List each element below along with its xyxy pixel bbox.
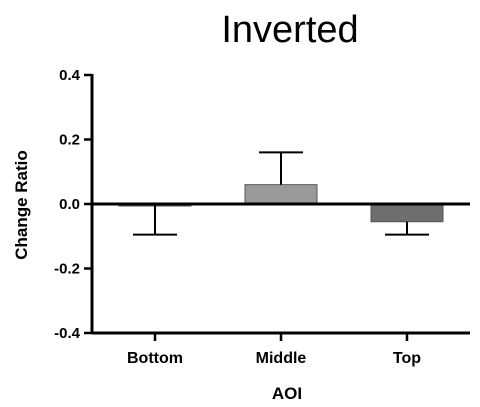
y-tick-label: -0.4 bbox=[54, 325, 81, 342]
x-axis-label: AOI bbox=[272, 384, 302, 403]
x-tick-label-middle: Middle bbox=[256, 350, 307, 367]
x-tick-label-bottom: Bottom bbox=[127, 350, 183, 367]
plot-area: 0.4 0.2 0.0 -0.2 -0.4 Bottom Middle Top bbox=[54, 67, 470, 367]
y-tick-label: 0.4 bbox=[59, 67, 81, 84]
x-tick-label-top: Top bbox=[393, 350, 421, 367]
y-tick-label: 0.2 bbox=[59, 132, 80, 149]
y-tick-label: 0.0 bbox=[59, 196, 80, 213]
bar-middle bbox=[244, 184, 318, 205]
bar-top bbox=[370, 203, 444, 223]
chart-title: Inverted bbox=[221, 9, 358, 51]
y-axis-label: Change Ratio bbox=[12, 150, 31, 260]
y-tick-label: -0.2 bbox=[54, 261, 80, 278]
